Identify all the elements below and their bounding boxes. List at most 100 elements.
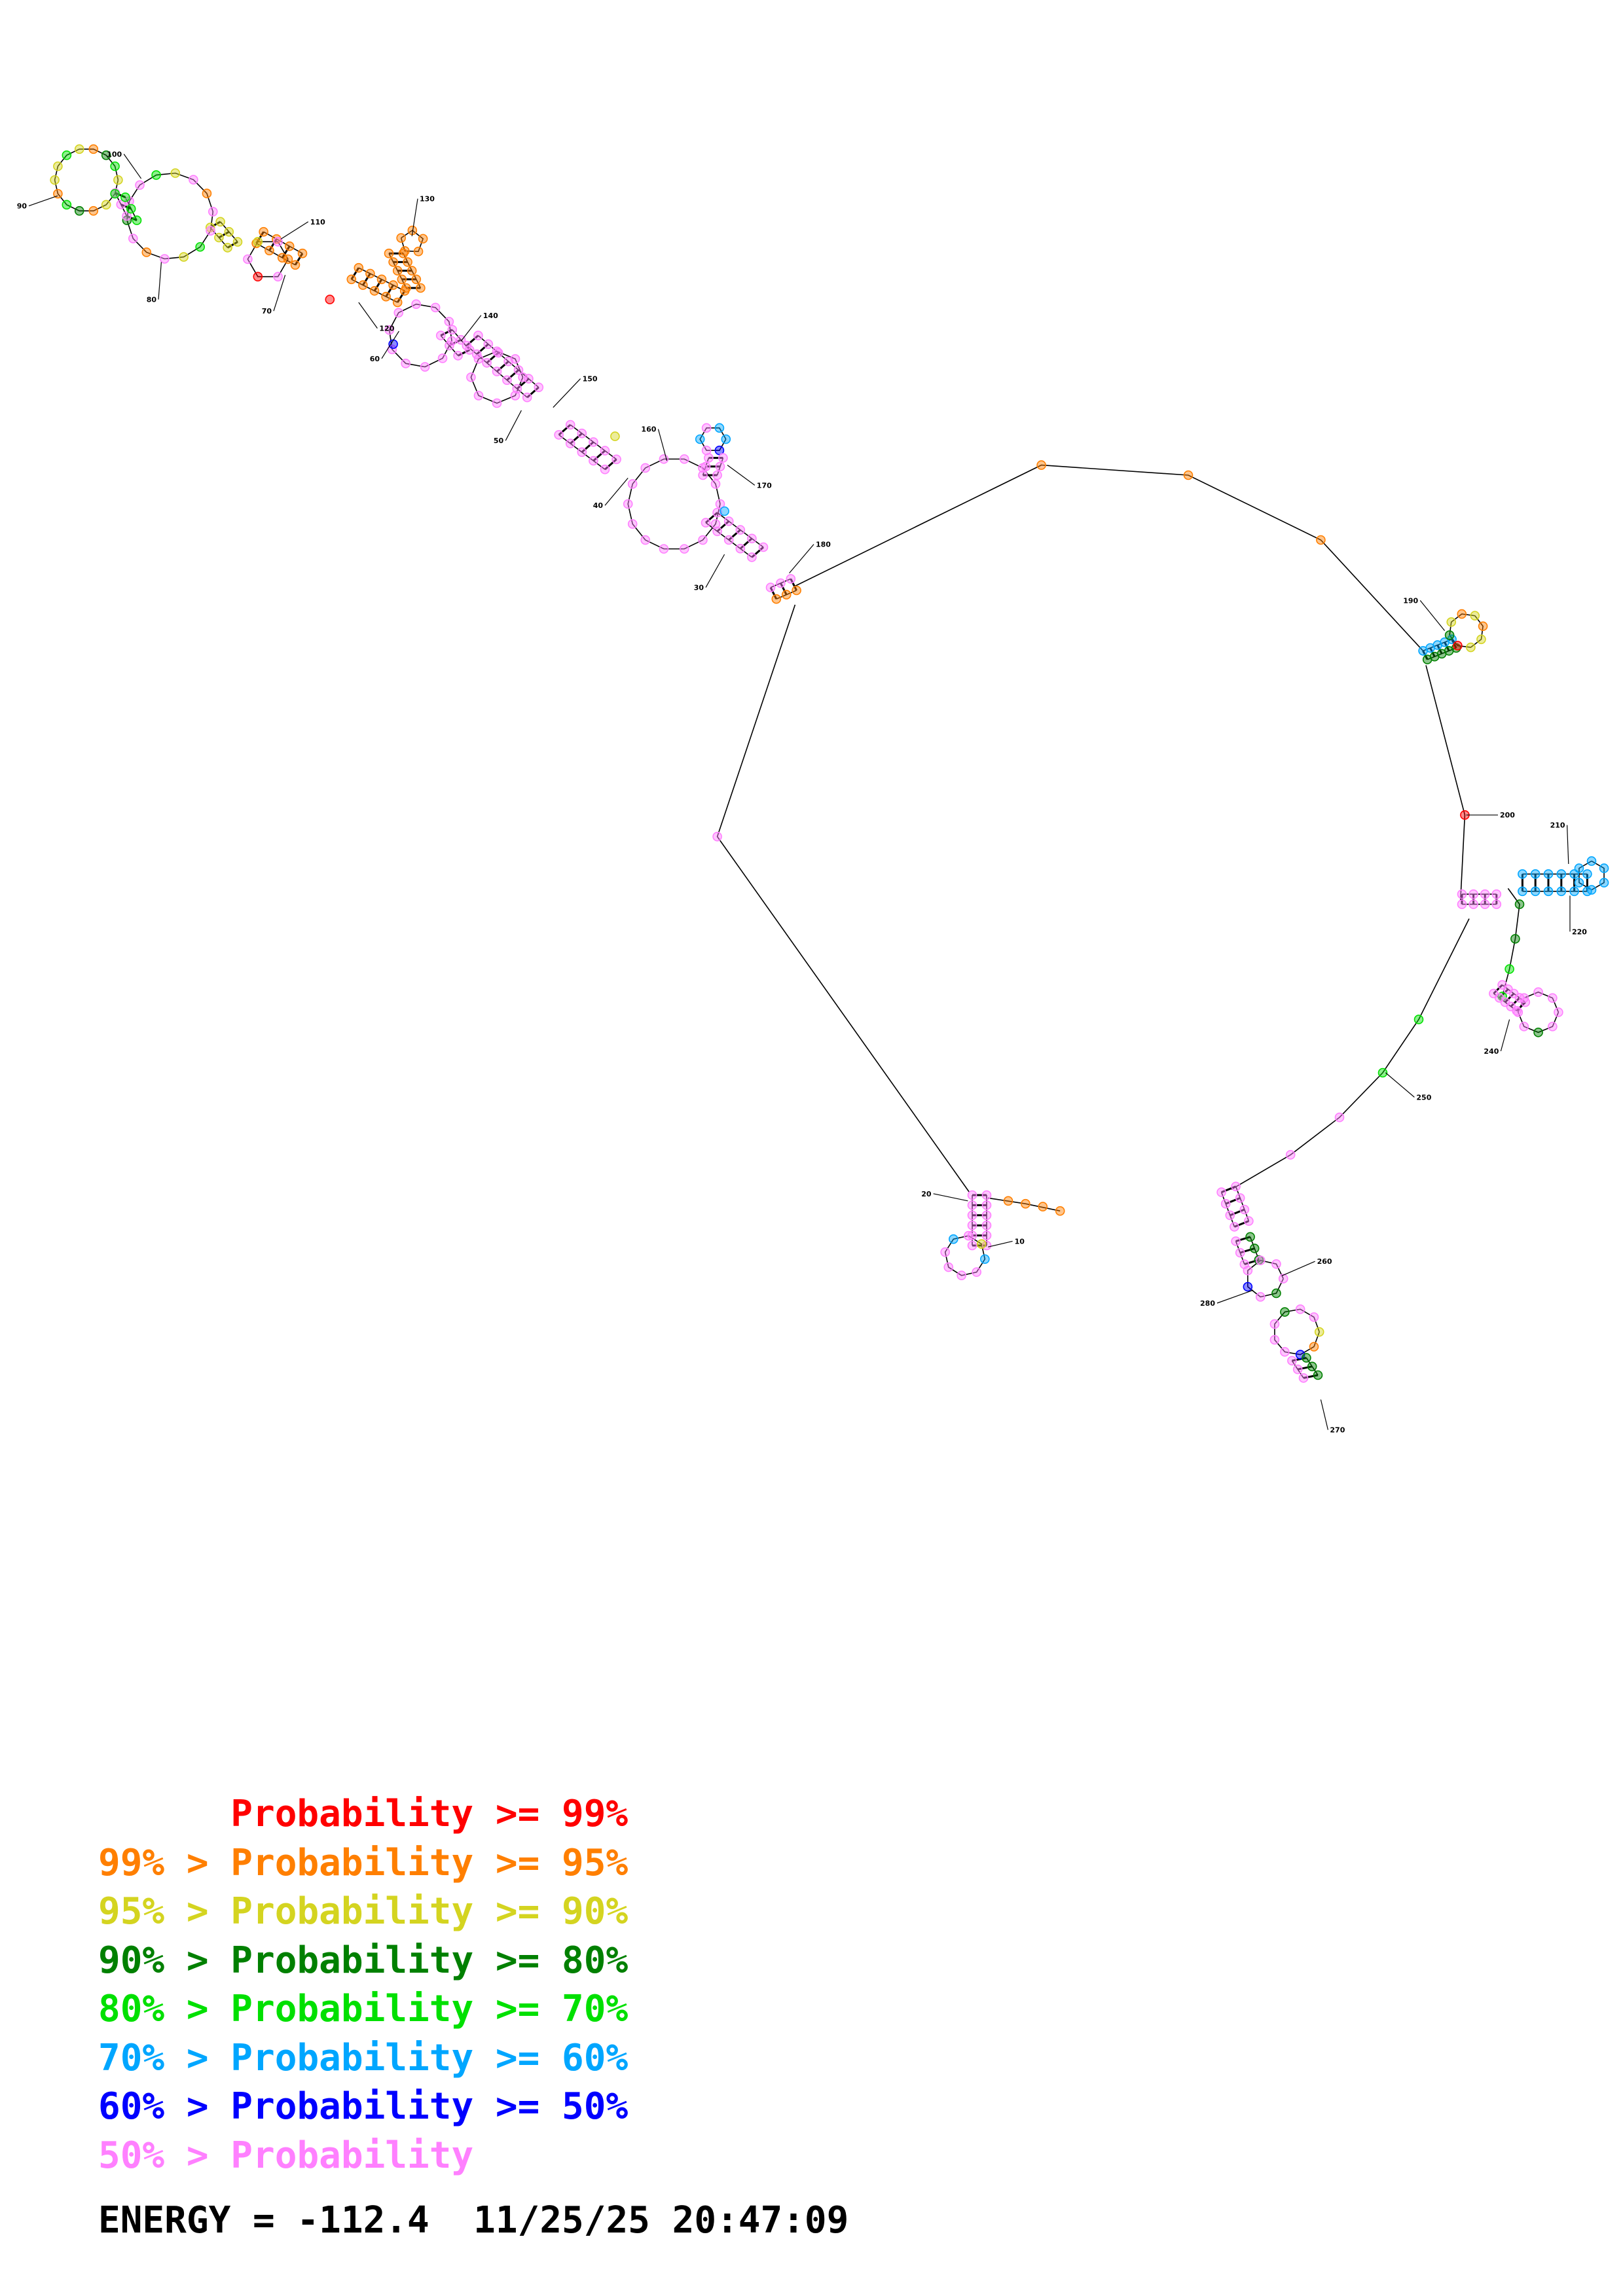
- nucleotide: [1453, 641, 1463, 651]
- nucleotide: [141, 247, 152, 257]
- base-pair: [1239, 1247, 1255, 1254]
- base-pair: [465, 334, 479, 347]
- legend-row-p50: 60% > Probability >= 50%: [98, 2083, 628, 2132]
- nucleotide: [679, 544, 689, 554]
- base-pair: [486, 351, 500, 364]
- nucleotide: [747, 533, 757, 544]
- nucleotide: [464, 345, 475, 355]
- position-label: 40: [593, 501, 604, 510]
- legend-row-p80: 90% > Probability >= 80%: [98, 1937, 628, 1986]
- nucleotide: [1533, 987, 1543, 997]
- nucleotide: [160, 254, 170, 264]
- base-pair: [1422, 650, 1429, 660]
- nucleotide: [1302, 1353, 1311, 1363]
- nucleotide: [283, 254, 293, 264]
- nucleotide: [1548, 1022, 1558, 1031]
- nucleotide: [980, 1254, 990, 1265]
- label-tick: [358, 302, 378, 329]
- nucleotide: [1285, 1150, 1296, 1160]
- position-label: 100: [107, 150, 122, 158]
- nucleotide: [473, 391, 484, 401]
- nucleotide: [1478, 621, 1488, 632]
- base-pair: [593, 450, 606, 462]
- nucleotide: [1574, 878, 1584, 888]
- nucleotide: [132, 215, 142, 225]
- nucleotide: [957, 1270, 966, 1281]
- energy-value: -112.4: [297, 2199, 429, 2242]
- nucleotide: [714, 423, 725, 433]
- nucleotide: [701, 518, 711, 528]
- nucleotide: [205, 223, 215, 232]
- base-pair: [440, 329, 453, 336]
- base-pair: [396, 290, 406, 303]
- legend-row-p60: 70% > Probability >= 60%: [98, 2034, 628, 2083]
- label-tick: [657, 429, 668, 461]
- nucleotide: [518, 372, 528, 382]
- base-pair: [1235, 1236, 1251, 1242]
- nucleotide: [600, 464, 610, 475]
- backbone-segment: [795, 464, 1424, 651]
- nucleotide: [1271, 1259, 1281, 1269]
- nucleotide: [710, 519, 721, 529]
- nucleotide: [215, 217, 225, 227]
- backbone-segment: [1247, 1259, 1284, 1298]
- base-pair: [751, 546, 764, 558]
- nucleotide: [1491, 899, 1502, 909]
- nucleotide: [416, 283, 426, 293]
- nucleotide: [698, 535, 708, 545]
- nucleotide: [710, 479, 721, 489]
- nucleotide: [792, 585, 801, 596]
- nucleotide: [435, 331, 446, 340]
- legend-row-plow: 50% > Probability: [98, 2132, 628, 2181]
- backbone: [54, 149, 1605, 1378]
- nucleotide: [659, 544, 669, 554]
- label-tick: [604, 478, 629, 506]
- nucleotide: [401, 359, 410, 368]
- nucleotide: [53, 188, 63, 199]
- base-pair: [526, 386, 539, 399]
- nucleotide: [1038, 1202, 1048, 1211]
- base-pair: [218, 230, 230, 239]
- nucleotide: [1255, 1255, 1266, 1266]
- energy-footer: ENERGY = -112.4 11/25/25 20:47:09: [98, 2199, 848, 2242]
- nucleotide: [1556, 869, 1567, 879]
- nucleotide: [420, 362, 430, 372]
- nucleotide: [253, 272, 263, 281]
- nucleotide: [1457, 609, 1467, 619]
- position-label: 160: [641, 425, 656, 434]
- nucleotide: [170, 168, 181, 178]
- legend-prefix: 99% >: [98, 1841, 231, 1884]
- label-tick: [1419, 600, 1446, 631]
- position-label: 130: [420, 195, 435, 204]
- backbone-segment: [1235, 1186, 1250, 1221]
- label-tick: [1567, 825, 1569, 865]
- base-pair: [294, 253, 304, 266]
- nucleotide: [493, 348, 503, 358]
- nucleotide: [640, 463, 651, 473]
- nucleotide: [1036, 460, 1046, 470]
- nucleotide: [735, 543, 746, 554]
- position-label: 20: [921, 1190, 932, 1198]
- nucleotide: [967, 1230, 977, 1240]
- nucleotide: [110, 161, 120, 171]
- nucleotide: [1316, 535, 1326, 545]
- label-tick: [381, 331, 399, 359]
- nucleotide: [473, 354, 484, 364]
- nucleotide: [1280, 1307, 1290, 1317]
- nucleotide: [715, 499, 725, 509]
- nucleotide: [1548, 993, 1558, 1003]
- nucleotide: [1556, 886, 1567, 897]
- nucleotide: [208, 207, 218, 217]
- nucleotide: [981, 1220, 992, 1230]
- base-pair: [769, 586, 778, 600]
- position-label: 140: [483, 312, 498, 320]
- nucleotide: [949, 1234, 958, 1244]
- nucleotide: [392, 266, 403, 276]
- nucleotide: [116, 200, 126, 209]
- nucleotide: [259, 226, 268, 237]
- nucleotide: [1518, 869, 1527, 879]
- legend-label: Probability >= 60%: [230, 2036, 629, 2079]
- label-tick: [727, 465, 756, 486]
- base-pair: [739, 537, 753, 550]
- nucleotide: [1504, 964, 1514, 974]
